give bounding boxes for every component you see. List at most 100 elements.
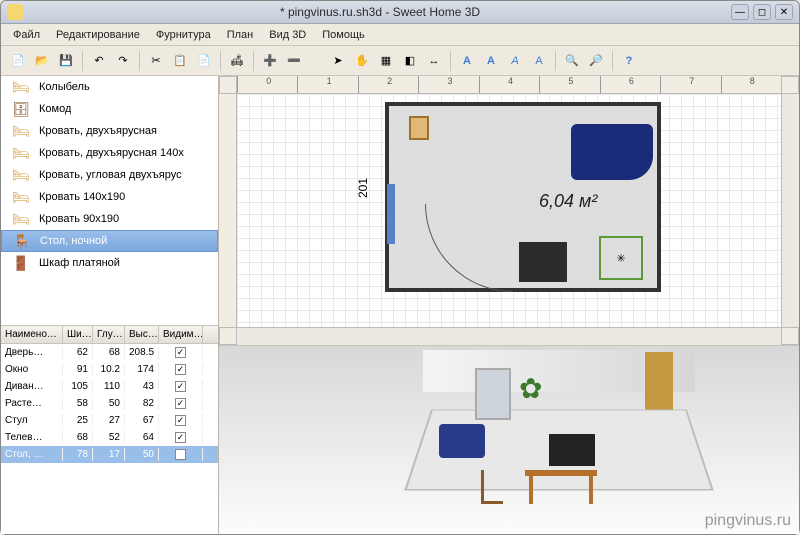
add-furniture-button[interactable]: 🛋: [226, 50, 248, 72]
visibility-cell[interactable]: ✓: [159, 363, 203, 376]
table-row[interactable]: Окно9110.2174✓: [1, 361, 218, 378]
wall-tool[interactable]: ▦: [375, 50, 397, 72]
table-header: Наимено…Ши…Глу…Выс…Видим…: [1, 326, 218, 344]
table-cell: 78: [63, 448, 93, 461]
main-area: 🛏Колыбель🗄Комод🛏Кровать, двухъярусная🛏Кр…: [1, 76, 799, 534]
help-button[interactable]: ?: [618, 50, 640, 72]
table-cell: Стул: [1, 414, 63, 427]
zoom-out-button[interactable]: 🔎: [585, 50, 607, 72]
checkbox-icon[interactable]: ✓: [175, 364, 186, 375]
plant-plan[interactable]: ✳: [599, 236, 643, 280]
sofa-3d: [439, 424, 485, 458]
catalog-item[interactable]: 🛏Колыбель: [1, 76, 218, 98]
table-row[interactable]: Телев…685264✓: [1, 429, 218, 446]
catalog-item[interactable]: 🛏 Кровать 140x190: [1, 186, 218, 208]
pan-tool[interactable]: ✋: [351, 50, 373, 72]
menu-Редактирование[interactable]: Редактирование: [48, 26, 148, 44]
text-italic-icon[interactable]: A: [504, 50, 526, 72]
plan-canvas[interactable]: 201 6,04 м² ✳: [237, 94, 781, 327]
catalog-item[interactable]: 🪑Стол, ночной: [1, 230, 218, 252]
tv-plan[interactable]: [519, 242, 567, 282]
table-cell: 27: [93, 414, 125, 427]
open-button[interactable]: 📂: [31, 50, 53, 72]
visibility-cell[interactable]: ✓: [159, 380, 203, 393]
table-column-header[interactable]: Ши…: [63, 326, 93, 343]
copy-button[interactable]: 📋: [169, 50, 191, 72]
table-cell: 105: [63, 380, 93, 393]
plan-view[interactable]: 012345678 201 6,04 м² ✳: [219, 76, 799, 346]
catalog-item-label: Кровать 140x190: [39, 191, 125, 203]
chair-plan[interactable]: [409, 116, 429, 140]
table-column-header[interactable]: Глу…: [93, 326, 125, 343]
room-tool[interactable]: ◧: [399, 50, 421, 72]
dimension-tool[interactable]: ↔: [423, 50, 445, 72]
scrollbar-vertical[interactable]: [781, 94, 799, 327]
redo-button[interactable]: ↷: [112, 50, 134, 72]
table-row[interactable]: Стул252767✓: [1, 412, 218, 429]
lower-button[interactable]: ➖: [283, 50, 305, 72]
visibility-cell[interactable]: ✓: [159, 448, 203, 461]
catalog-item[interactable]: 🛏Кровать, двухъярусная 140x: [1, 142, 218, 164]
paste-button[interactable]: 📄: [193, 50, 215, 72]
text-bold-icon[interactable]: A: [480, 50, 502, 72]
checkbox-icon[interactable]: ✓: [175, 347, 186, 358]
view-3d[interactable]: ✿ pingvinus.ru: [219, 346, 799, 534]
mirror-3d: [475, 368, 511, 420]
table-row[interactable]: Расте…585082✓: [1, 395, 218, 412]
visibility-cell[interactable]: ✓: [159, 414, 203, 427]
table-cell: 52: [93, 431, 125, 444]
menu-Помощь[interactable]: Помощь: [314, 26, 373, 44]
maximize-button[interactable]: ◻: [753, 4, 771, 20]
furniture-icon: 🛏: [9, 188, 33, 206]
furniture-icon: 🛏: [9, 166, 33, 184]
text-small-icon[interactable]: A: [528, 50, 550, 72]
checkbox-icon[interactable]: ✓: [175, 381, 186, 392]
table-column-header[interactable]: Видим…: [159, 326, 203, 343]
visibility-cell[interactable]: ✓: [159, 346, 203, 359]
table-cell: 64: [125, 431, 159, 444]
cut-button[interactable]: ✂: [145, 50, 167, 72]
furniture-catalog[interactable]: 🛏Колыбель🗄Комод🛏Кровать, двухъярусная🛏Кр…: [1, 76, 218, 326]
menu-Файл[interactable]: Файл: [5, 26, 48, 44]
visibility-cell[interactable]: ✓: [159, 397, 203, 410]
close-button[interactable]: ✕: [775, 4, 793, 20]
table-cell: 174: [125, 363, 159, 376]
furniture-table[interactable]: Наимено…Ши…Глу…Выс…Видим… Дверь…6268208.…: [1, 326, 218, 534]
visibility-cell[interactable]: ✓: [159, 431, 203, 444]
menu-Фурнитура[interactable]: Фурнитура: [148, 26, 219, 44]
table-column-header[interactable]: Наимено…: [1, 326, 63, 343]
catalog-item[interactable]: 🛏Кровать 90x190: [1, 208, 218, 230]
text-large-icon[interactable]: A: [456, 50, 478, 72]
catalog-item[interactable]: 🚪Шкаф платяной: [1, 252, 218, 274]
room-outline[interactable]: 201 6,04 м² ✳: [385, 102, 661, 292]
menu-План[interactable]: План: [219, 26, 262, 44]
raise-button[interactable]: ➕: [259, 50, 281, 72]
zoom-in-button[interactable]: 🔍: [561, 50, 583, 72]
table-cell: 58: [63, 397, 93, 410]
table-row[interactable]: Дверь…6268208.5✓: [1, 344, 218, 361]
scrollbar-horizontal[interactable]: [237, 327, 781, 345]
table-row[interactable]: Диван…10511043✓: [1, 378, 218, 395]
chair-3d: [481, 470, 503, 504]
select-tool[interactable]: ➤: [327, 50, 349, 72]
catalog-item[interactable]: 🛏Кровать, двухъярусная: [1, 120, 218, 142]
menu-Вид 3D[interactable]: Вид 3D: [261, 26, 314, 44]
checkbox-icon[interactable]: ✓: [175, 415, 186, 426]
checkbox-icon[interactable]: ✓: [175, 432, 186, 443]
table-cell: 67: [125, 414, 159, 427]
door-plan[interactable]: [425, 204, 513, 292]
save-button[interactable]: 💾: [55, 50, 77, 72]
checkbox-icon[interactable]: ✓: [175, 449, 186, 460]
minimize-button[interactable]: —: [731, 4, 749, 20]
window-plan[interactable]: [387, 184, 395, 244]
furniture-icon: 🗄: [9, 100, 33, 118]
undo-button[interactable]: ↶: [88, 50, 110, 72]
table-column-header[interactable]: Выс…: [125, 326, 159, 343]
table-row[interactable]: Стол, …781750✓: [1, 446, 218, 463]
sofa-plan[interactable]: [571, 124, 653, 180]
checkbox-icon[interactable]: ✓: [175, 398, 186, 409]
catalog-item[interactable]: 🛏Кровать, угловая двухъярус: [1, 164, 218, 186]
new-button[interactable]: 📄: [7, 50, 29, 72]
catalog-item[interactable]: 🗄Комод: [1, 98, 218, 120]
ruler-vertical: [219, 94, 237, 327]
